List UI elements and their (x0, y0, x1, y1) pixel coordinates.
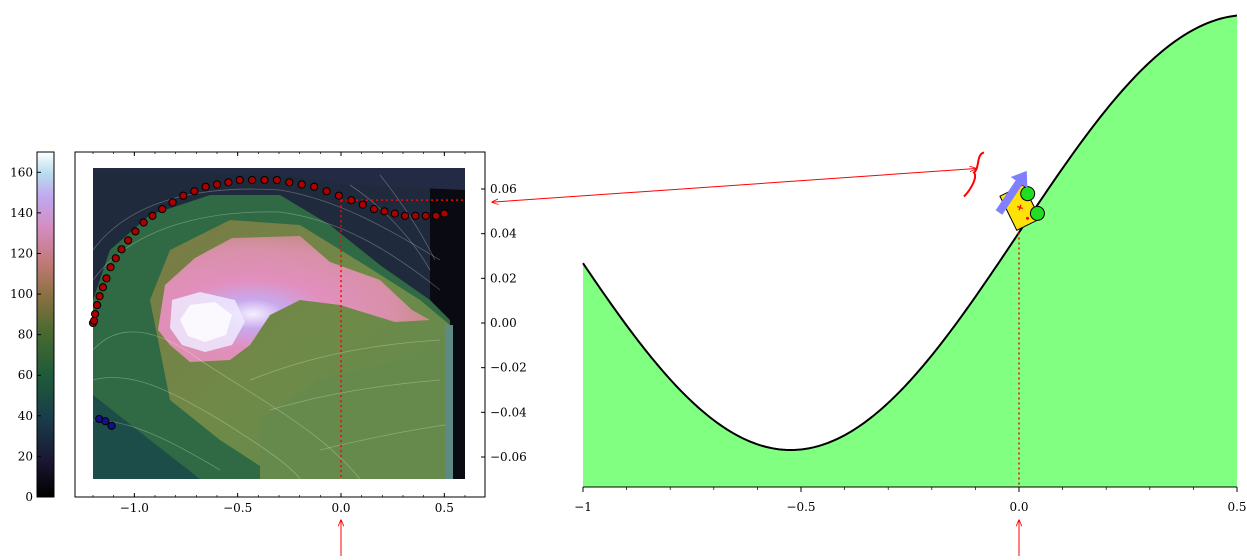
heatmap-y-tick-label: −0.04 (490, 405, 527, 419)
colorbar-tick-label: 120 (10, 246, 33, 260)
trajectory-point-red (390, 209, 399, 218)
trajectory-point-red (98, 283, 108, 292)
trajectory-blue (95, 414, 116, 430)
trajectory-point-red (334, 191, 344, 200)
velocity-arrow-icon (995, 170, 1028, 215)
colorbar-tick-label: 140 (10, 206, 33, 220)
trajectory-point-red (260, 175, 269, 185)
mountain-x-tick-label: −1 (574, 500, 592, 514)
trajectory-point-red (148, 211, 157, 220)
trajectory-point-red (380, 207, 389, 216)
trajectory-point-red (347, 196, 356, 205)
heatmap-x-tick-label: 0.5 (435, 501, 454, 515)
trajectory-point-red (89, 316, 99, 325)
colorbar-tick-label: 160 (10, 165, 33, 179)
heatmap-y-tick-label: 0.04 (490, 227, 517, 241)
heatmap-x-tick-label: −1.0 (120, 501, 149, 515)
trajectory-point-red (411, 211, 420, 220)
colorbar-tick-label: 100 (10, 287, 33, 301)
heatmap-y-ticks: 0.06 0.04 0.02 0.00 −0.02 −0.04 −0.06 (481, 182, 527, 464)
heatmap-y-tick-label: −0.02 (490, 361, 527, 375)
heatmap-x-tick-label: −0.5 (223, 501, 252, 515)
trajectory-point-red (322, 187, 331, 196)
mountain-x-tick-label: 0.0 (1009, 500, 1028, 514)
trajectory-point-red (95, 292, 104, 301)
trajectory-point-red (431, 211, 441, 220)
heatmap-y-tick-label: −0.06 (490, 450, 527, 464)
mountain-panel: −1 −0.5 0.0 0.5 (574, 14, 1247, 514)
trajectory-point-red (235, 175, 244, 185)
trajectory-point-red (272, 175, 282, 185)
colorbar-tick-label: 60 (18, 368, 33, 382)
colorbar-ticks: 0 20 40 60 80 100 120 140 160 (10, 165, 41, 504)
trajectory-point-red (201, 182, 210, 191)
trajectory-point-red (190, 187, 199, 196)
car-center-cross (1016, 204, 1024, 211)
heatmap-y-tick-label: 0.00 (490, 316, 517, 330)
trajectory-point-red (90, 309, 100, 319)
trajectory-point-red (168, 198, 177, 207)
trajectory-point-red (106, 263, 115, 272)
heatmap-x-tick-label: 0.0 (331, 501, 350, 515)
trajectory-point-red (248, 175, 257, 185)
trajectory-point-red (124, 236, 133, 245)
trajectory-point-red (369, 205, 379, 214)
colorbar: 0 20 40 60 80 100 120 140 160 (10, 151, 55, 504)
trajectory-point-red (224, 178, 233, 187)
mountain-fill (583, 15, 1237, 487)
trajectory-point-blue (101, 417, 110, 426)
car-contact-point (1026, 216, 1030, 220)
colorbar-tick-label: 20 (18, 449, 33, 463)
mountain-x-ticks: −1 −0.5 0.0 0.5 (574, 487, 1247, 514)
colorbar-tick-label: 40 (18, 409, 33, 423)
heatmap-panel: −1.0 −0.5 0.0 0.5 0.06 0.04 0.02 0.00 −0.02 −0.0… (74, 151, 527, 515)
colorbar-tick-label: 80 (18, 328, 33, 342)
mountain-x-tick-label: 0.5 (1227, 500, 1246, 514)
trajectory-point-red (117, 245, 126, 254)
trajectory-point-red (139, 218, 148, 227)
trajectory-point-red (358, 200, 367, 209)
trajectory-point-red (310, 182, 319, 191)
trajectory-point-red (421, 211, 430, 220)
trajectory-point-red (158, 205, 167, 214)
trajectory-point-red (285, 178, 294, 187)
trajectory-point-red (440, 209, 449, 218)
heatmap-image (92, 168, 465, 480)
colorbar-gradient (36, 151, 55, 498)
trajectory-point-blue (107, 421, 116, 430)
car-wheel-front (1020, 186, 1036, 202)
trajectory-point-red (179, 191, 188, 200)
trajectory-point-red (111, 254, 120, 263)
velocity-brace (963, 151, 985, 198)
car-wheel-back (1029, 205, 1045, 221)
trajectory-point-red (400, 211, 410, 220)
colorbar-tick-label: 0 (25, 490, 33, 504)
trajectory-point-red (93, 301, 102, 310)
trajectory-point-red (131, 227, 140, 236)
trajectory-point-red (297, 180, 306, 189)
trajectory-point-red (212, 180, 222, 189)
heatmap-x-ticks: −1.0 −0.5 0.0 0.5 (92, 152, 466, 515)
velocity-link-arrow (492, 169, 976, 203)
mountain-x-tick-label: −0.5 (786, 500, 815, 514)
heatmap-y-tick-label: 0.06 (490, 182, 517, 196)
trajectory-point-red (102, 274, 111, 283)
heatmap-y-tick-label: 0.02 (490, 271, 517, 285)
trajectory-red (88, 175, 449, 328)
mountain-curve (582, 14, 1238, 451)
